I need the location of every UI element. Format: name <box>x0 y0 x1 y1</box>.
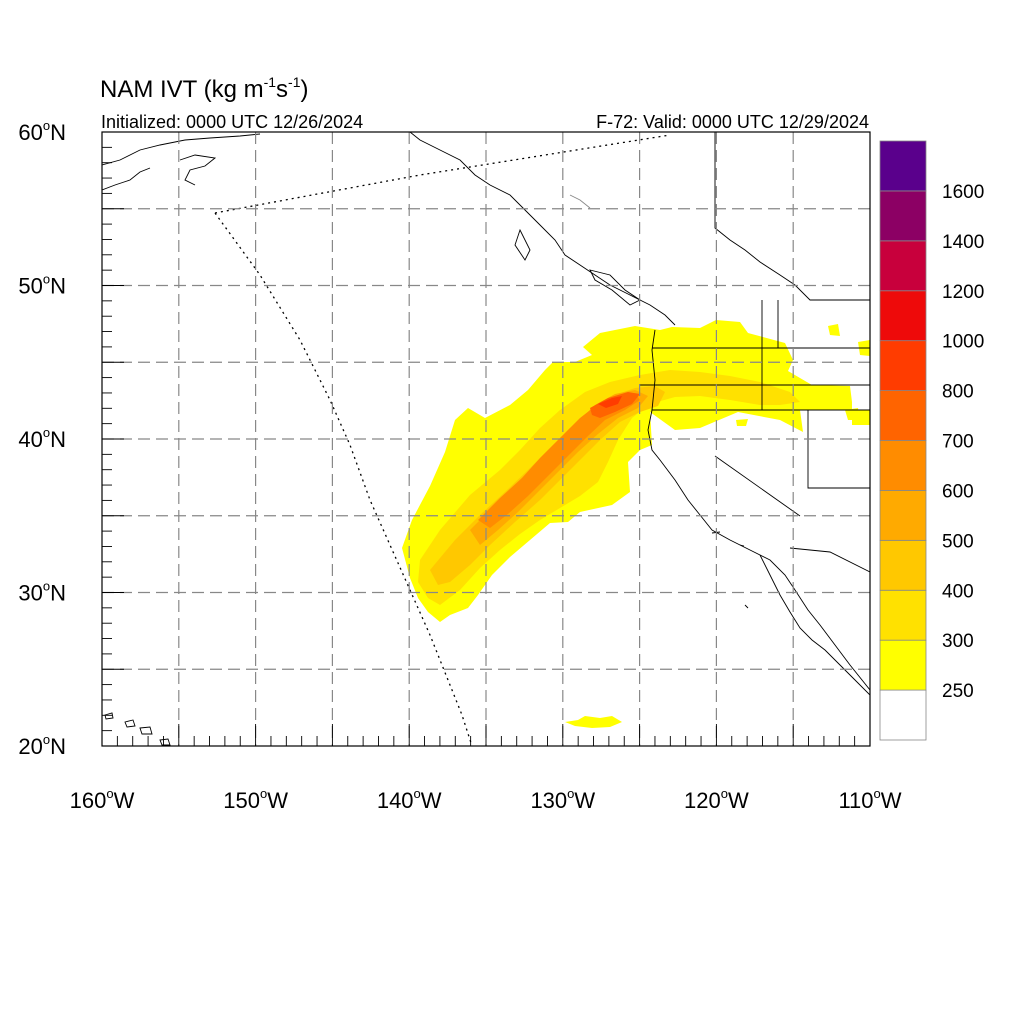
lon-label: 160oW <box>70 786 135 813</box>
lat-label: 50oN <box>18 272 66 299</box>
alaska-canada-border <box>569 194 591 209</box>
colorbar-level-label: 1000 <box>942 332 984 353</box>
colorbar-level-label: 1600 <box>942 182 984 203</box>
axis-ticks <box>101 131 871 747</box>
colorbar-swatch <box>879 639 927 691</box>
lon-label: 150oW <box>223 786 288 813</box>
colorbar-level-label: 500 <box>942 531 974 552</box>
channel-islands <box>711 531 749 609</box>
initialized-label: Initialized: 0000 UTC 12/26/2024 <box>101 112 363 132</box>
colorbar-level-label: 1400 <box>942 232 984 253</box>
colorbar: 250 300 400 500 600 700 800 1000 1200 1400 1600 <box>879 140 984 741</box>
colorbar-swatch <box>879 240 927 292</box>
lat-label: 60oN <box>18 118 66 145</box>
colorbar-level-label: 800 <box>942 382 974 403</box>
ivt-800-region <box>598 396 622 408</box>
colorbar-swatch <box>879 440 927 491</box>
ivt-small-patch-east-3 <box>845 408 860 420</box>
lon-label: 120oW <box>684 786 749 813</box>
valid-time-label: F-72: Valid: 0000 UTC 12/29/2024 <box>596 112 869 132</box>
lon-label: 110oW <box>838 786 901 813</box>
colorbar-level-label: 600 <box>942 481 974 502</box>
colorbar-swatch <box>879 589 927 641</box>
lon-label: 140oW <box>377 786 442 813</box>
lat-label: 20oN <box>18 732 66 759</box>
coastlines <box>102 132 870 746</box>
ivt-small-patch-south <box>565 716 622 728</box>
hawaii-islands <box>104 712 171 746</box>
alaska-coast <box>102 132 676 326</box>
canada-us-border <box>714 132 870 301</box>
colorbar-swatch <box>879 689 927 741</box>
colorbar-swatch <box>879 539 927 591</box>
state-borders <box>640 300 870 517</box>
colorbar-level-label: 400 <box>942 581 974 602</box>
grid-lines <box>102 132 870 746</box>
mexico-border <box>789 547 870 573</box>
colorbar-swatch <box>879 290 927 342</box>
colorbar-level-label: 300 <box>942 631 974 652</box>
colorbar-swatch <box>879 340 927 391</box>
ivt-small-patch-east-4 <box>736 419 748 426</box>
baja-coast <box>759 554 870 696</box>
map-title: NAM IVT (kg m-1s-1) <box>100 74 308 103</box>
colorbar-swatch <box>879 390 927 441</box>
ivt-small-patch-east-1 <box>828 324 840 336</box>
ivt-250-region <box>402 320 870 622</box>
political-borders <box>569 132 870 573</box>
colorbar-swatch <box>879 140 927 192</box>
colorbar-level-label: 1200 <box>942 282 984 303</box>
colorbar-level-label: 700 <box>942 432 974 453</box>
us-west-coast <box>647 329 870 691</box>
ivt-600-region <box>478 393 640 528</box>
colorbar-swatch <box>879 490 927 541</box>
colorbar-level-label: 250 <box>942 681 974 702</box>
colorbar-swatch <box>879 190 927 242</box>
lat-label: 40oN <box>18 425 66 452</box>
bc-islands <box>514 228 641 306</box>
lon-label: 130oW <box>530 786 595 813</box>
lat-label: 30oN <box>18 579 66 606</box>
ivt-shading <box>402 320 870 728</box>
